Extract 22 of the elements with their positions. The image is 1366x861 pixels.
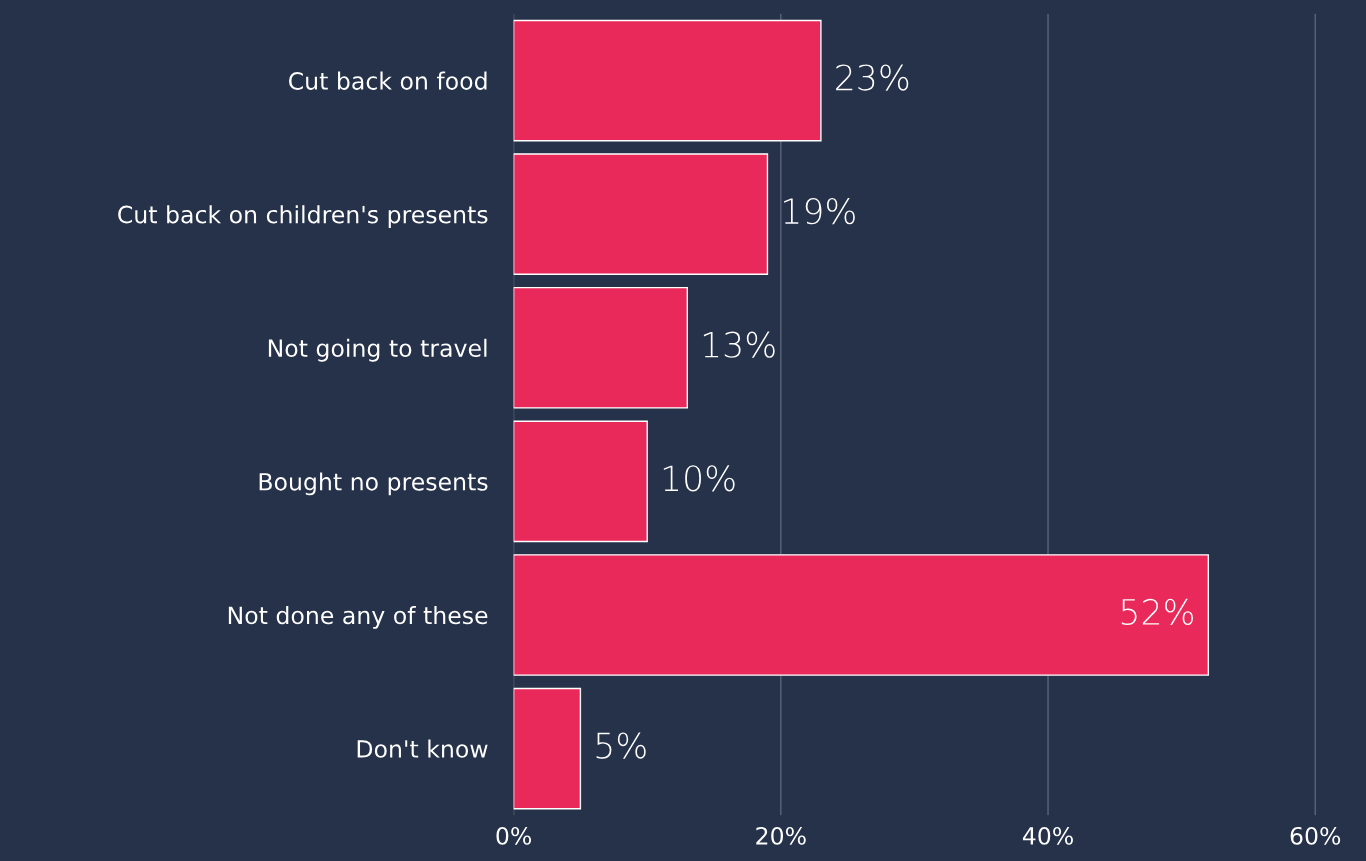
bar <box>513 687 582 810</box>
y-tick-label: Bought no presents <box>259 472 488 496</box>
y-tick-label: Not going to travel <box>268 338 487 362</box>
data-label: 52% <box>1121 598 1193 626</box>
x-tick-label: 0% <box>496 826 532 845</box>
data-label: 23% <box>836 64 909 91</box>
data-label: 5% <box>596 732 646 759</box>
bar <box>513 420 648 543</box>
x-tick-label: 20% <box>756 826 806 845</box>
y-tick-label: Not done any of these <box>228 606 488 629</box>
bar <box>513 286 688 409</box>
y-tick-label: Cut back on children's presents <box>118 205 488 229</box>
data-label: 10% <box>663 465 735 492</box>
y-tick-label: Don't know <box>357 739 488 758</box>
data-label: 13% <box>703 331 775 358</box>
y-tick-label: Cut back on food <box>289 71 487 90</box>
x-tick-label: 60% <box>1290 826 1341 845</box>
data-label: 19% <box>784 197 855 225</box>
x-tick-label: 40% <box>1022 826 1073 845</box>
bar <box>513 19 822 142</box>
bar <box>513 153 769 275</box>
bar <box>513 554 1210 676</box>
